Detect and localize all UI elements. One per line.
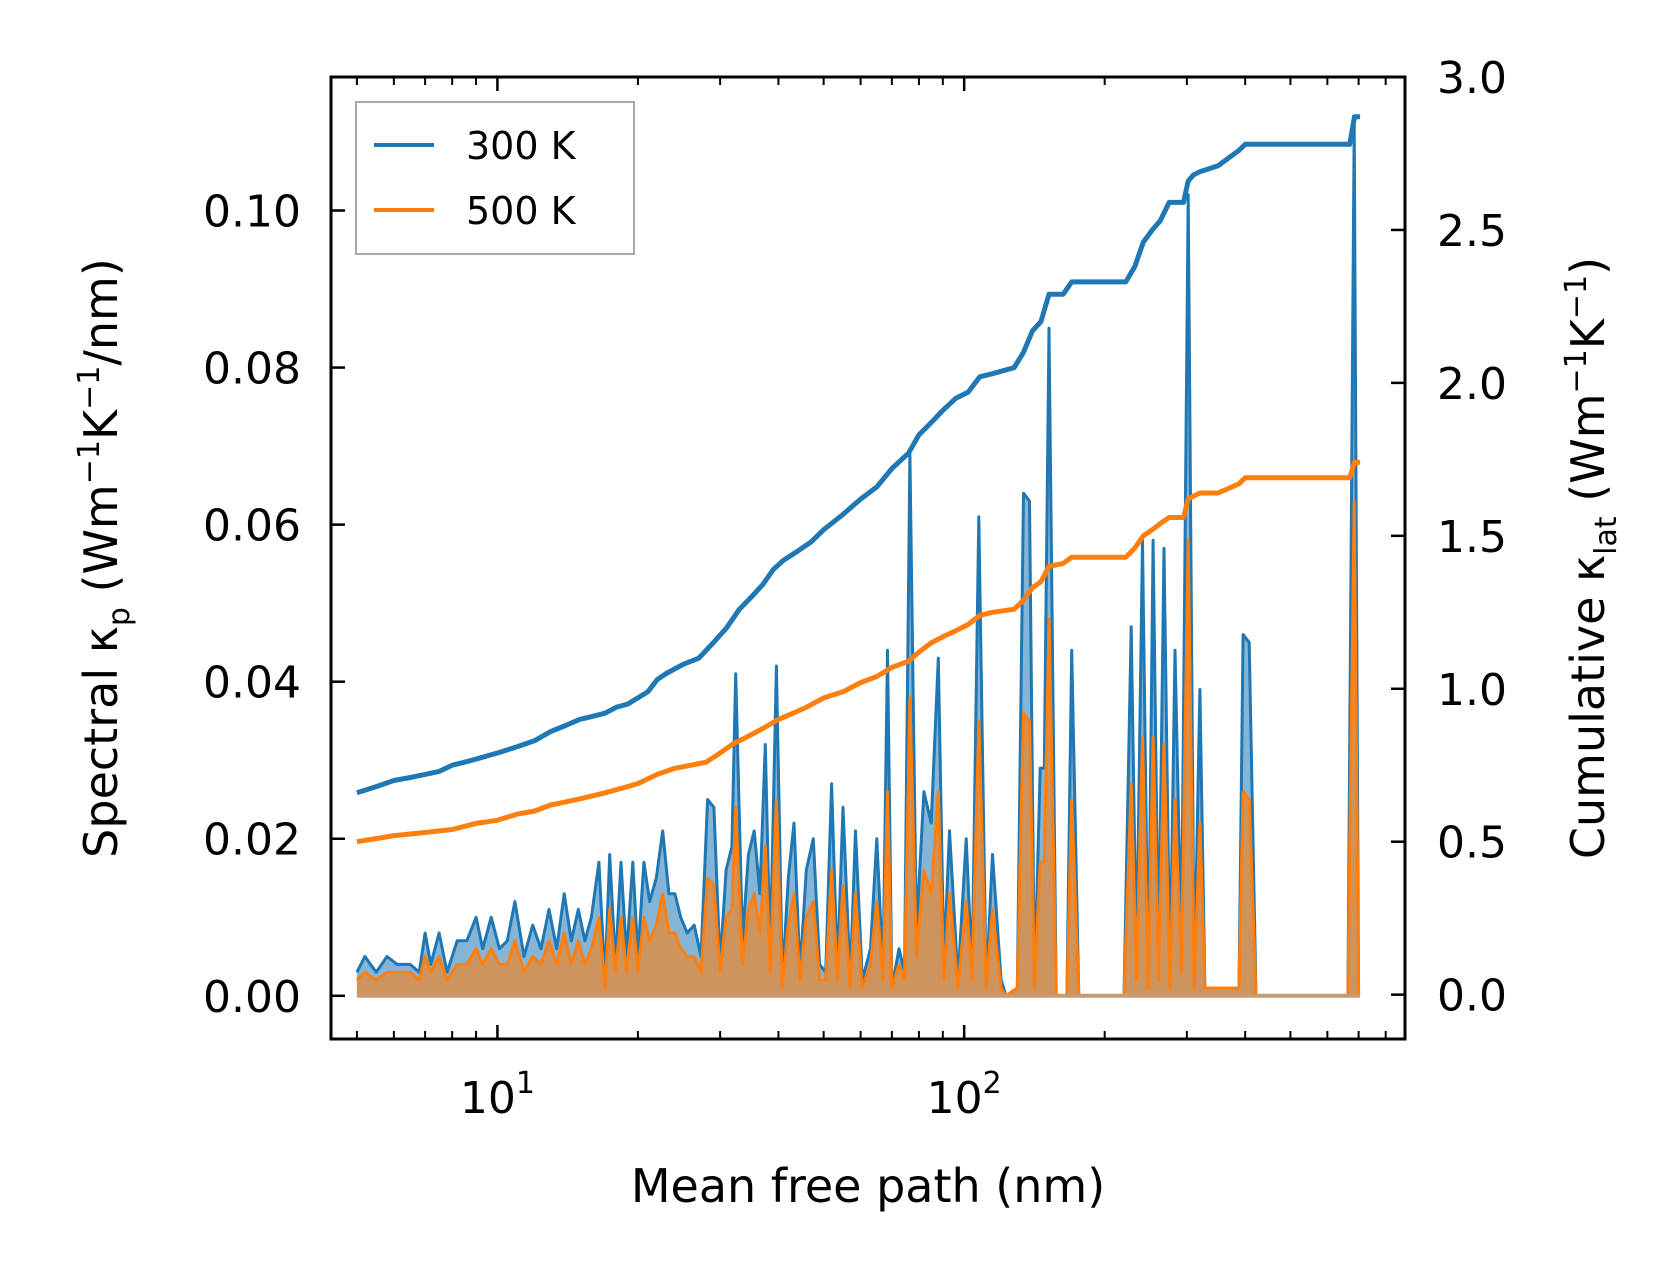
x-axis-tick-label: 101 (460, 1066, 535, 1124)
right-axis-title: Cumulative κlat (Wm−1K−1) (1559, 257, 1624, 859)
left-axis-tick-label: 0.04 (203, 658, 301, 709)
left-axis-title: Spectral κp (Wm−1K−1/nm) (72, 258, 137, 858)
right-axis-tick-label: 2.0 (1437, 359, 1507, 410)
axis-ticks (331, 75, 1405, 1039)
x-axis-tick-label: 102 (927, 1066, 1002, 1124)
left-axis-tick-label: 0.02 (203, 815, 301, 866)
left-axis-tick-label: 0.00 (203, 972, 301, 1023)
plot-frame (329, 75, 1407, 1041)
tick-labels: 0.00 0.02 0.04 0.06 0.08 0.10 0.0 0.5 1.0 1.5 2.0 2… (203, 53, 1507, 1124)
legend-label-500k: 500 K (466, 189, 577, 233)
cumulative-line-500k (356, 459, 1361, 845)
left-axis-tick-label: 0.06 (203, 501, 301, 552)
x-axis-title: Mean free path (nm) (631, 1159, 1105, 1213)
right-axis-tick-label: 3.0 (1437, 53, 1507, 104)
legend-box (355, 101, 635, 255)
left-axis-tick-label: 0.10 (203, 187, 301, 238)
left-axis-tick-label: 0.08 (203, 344, 301, 395)
cumulative-line-300k (356, 114, 1361, 796)
right-axis-tick-label: 2.5 (1437, 206, 1507, 257)
legend-label-300k: 300 K (466, 124, 577, 168)
plot-data-area (355, 114, 1361, 998)
right-axis-tick-label: 0.0 (1437, 971, 1507, 1022)
right-axis-tick-label: 1.5 (1437, 512, 1507, 563)
legend: 300 K 500 K (355, 101, 635, 255)
right-axis-tick-label: 0.5 (1437, 818, 1507, 869)
right-axis-tick-label: 1.0 (1437, 665, 1507, 716)
